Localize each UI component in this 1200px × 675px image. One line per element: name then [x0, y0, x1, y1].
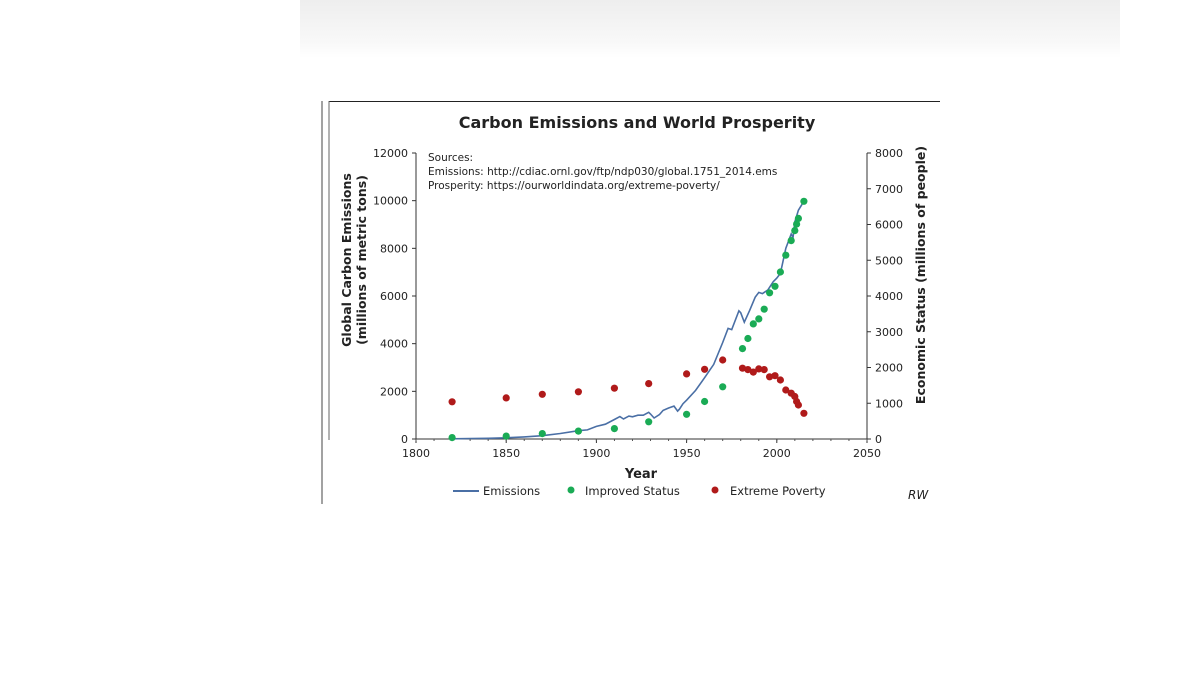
improved-status-point — [701, 397, 709, 406]
y-right-tick-label: 6000 — [875, 219, 903, 232]
improved-status-point — [794, 214, 803, 222]
y-right-tick-label: 0 — [875, 433, 882, 446]
extreme-poverty-point — [771, 372, 779, 380]
extreme-poverty-point — [794, 401, 803, 409]
improved-status-point — [719, 383, 727, 391]
improved-status-point — [683, 410, 691, 418]
improved-status-point — [776, 268, 785, 276]
figure-frame — [320, 100, 942, 504]
y-right-tick-label: 2000 — [875, 362, 903, 375]
extreme-poverty-point — [538, 390, 546, 398]
sources-prosperity: Prosperity: https://ourworldindata.org/e… — [428, 180, 720, 192]
improved-status-point — [766, 289, 774, 297]
x-tick-label: 1850 — [492, 447, 520, 460]
y-left-tick-label: 0 — [401, 433, 408, 446]
extreme-poverty-point — [776, 376, 785, 384]
improved-status-point — [502, 432, 510, 440]
extreme-poverty-point — [755, 365, 763, 373]
improved-status-point — [793, 220, 801, 228]
x-axis-label: Year — [624, 467, 658, 482]
improved-status-point — [738, 345, 747, 353]
sources-heading: Sources: — [428, 152, 473, 164]
improved-status-point — [574, 427, 583, 435]
improved-status-point — [749, 320, 757, 328]
chart-title: Carbon Emissions and World Prosperity — [459, 113, 816, 132]
extreme-poverty-point — [610, 384, 619, 392]
improved-status-point — [771, 282, 779, 290]
top-shadow — [300, 0, 1120, 58]
axes — [412, 152, 871, 443]
improved-status-point — [787, 237, 795, 245]
x-tick-label: 1900 — [582, 447, 610, 460]
extreme-poverty-point — [766, 373, 774, 381]
legend-poverty-label: Extreme Poverty — [730, 484, 826, 498]
emissions-line — [452, 203, 803, 440]
tick-labels: 1800 1850 1900 1950 2000 20500200040006000800… — [373, 147, 903, 460]
x-tick-label: 2050 — [853, 447, 881, 460]
extreme-poverty-point — [719, 356, 727, 364]
y-left-tick-label: 10000 — [373, 195, 408, 208]
y-left-tick-label: 6000 — [380, 290, 408, 303]
extreme-poverty-point — [749, 368, 757, 376]
y-right-tick-label: 1000 — [875, 397, 903, 410]
improved-status-point — [782, 251, 790, 259]
legend-poverty-swatch — [711, 486, 719, 494]
sources-emissions: Emissions: http://cdiac.ornl.gov/ftp/ndp… — [428, 166, 777, 178]
y-left-tick-label: 8000 — [380, 242, 408, 255]
improved-status-point — [645, 418, 653, 426]
y-right-tick-label: 4000 — [875, 290, 903, 303]
extreme-poverty-point — [683, 370, 691, 378]
y-axis-left-label-line1: Global Carbon Emissions — [339, 173, 354, 347]
extreme-poverty-point — [744, 366, 752, 374]
extreme-poverty-point — [760, 366, 768, 374]
improved-status-point — [791, 227, 799, 235]
x-tick-label: 2000 — [763, 447, 791, 460]
y-left-tick-label: 2000 — [380, 385, 408, 398]
y-right-tick-label: 7000 — [875, 183, 903, 196]
improved-status-point — [448, 434, 456, 442]
extreme-poverty-point — [782, 386, 790, 394]
scatter-points — [448, 197, 808, 442]
improved-status-point — [610, 425, 619, 433]
improved-status-point — [760, 305, 768, 313]
extreme-poverty-point — [645, 380, 653, 388]
legend-improved-swatch — [567, 486, 575, 494]
y-right-tick-label: 3000 — [875, 326, 903, 339]
improved-status-point — [800, 197, 808, 205]
improved-status-point — [538, 430, 546, 438]
author-signature: RW — [908, 488, 929, 502]
y-left-tick-label: 4000 — [380, 338, 408, 351]
y-right-tick-label: 8000 — [875, 147, 903, 160]
y-right-tick-label: 5000 — [875, 254, 903, 267]
improved-status-point — [744, 334, 752, 343]
y-left-tick-label: 12000 — [373, 147, 408, 160]
improved-status-point — [755, 315, 763, 323]
extreme-poverty-point — [502, 394, 510, 402]
legend: Emissions Improved Status Extreme Povert… — [453, 484, 826, 498]
legend-emissions-label: Emissions — [483, 484, 540, 498]
extreme-poverty-point — [701, 365, 709, 373]
extreme-poverty-point — [738, 364, 747, 372]
extreme-poverty-point — [574, 388, 583, 396]
y-axis-right-label: Economic Status (millions of people) — [913, 146, 928, 404]
extreme-poverty-point — [448, 398, 456, 406]
x-tick-label: 1950 — [673, 447, 701, 460]
legend-improved-label: Improved Status — [585, 484, 680, 498]
y-axis-left-label-line2: (millions of metric tons) — [354, 175, 369, 345]
x-tick-label: 1800 — [402, 447, 430, 460]
extreme-poverty-point — [800, 409, 808, 417]
